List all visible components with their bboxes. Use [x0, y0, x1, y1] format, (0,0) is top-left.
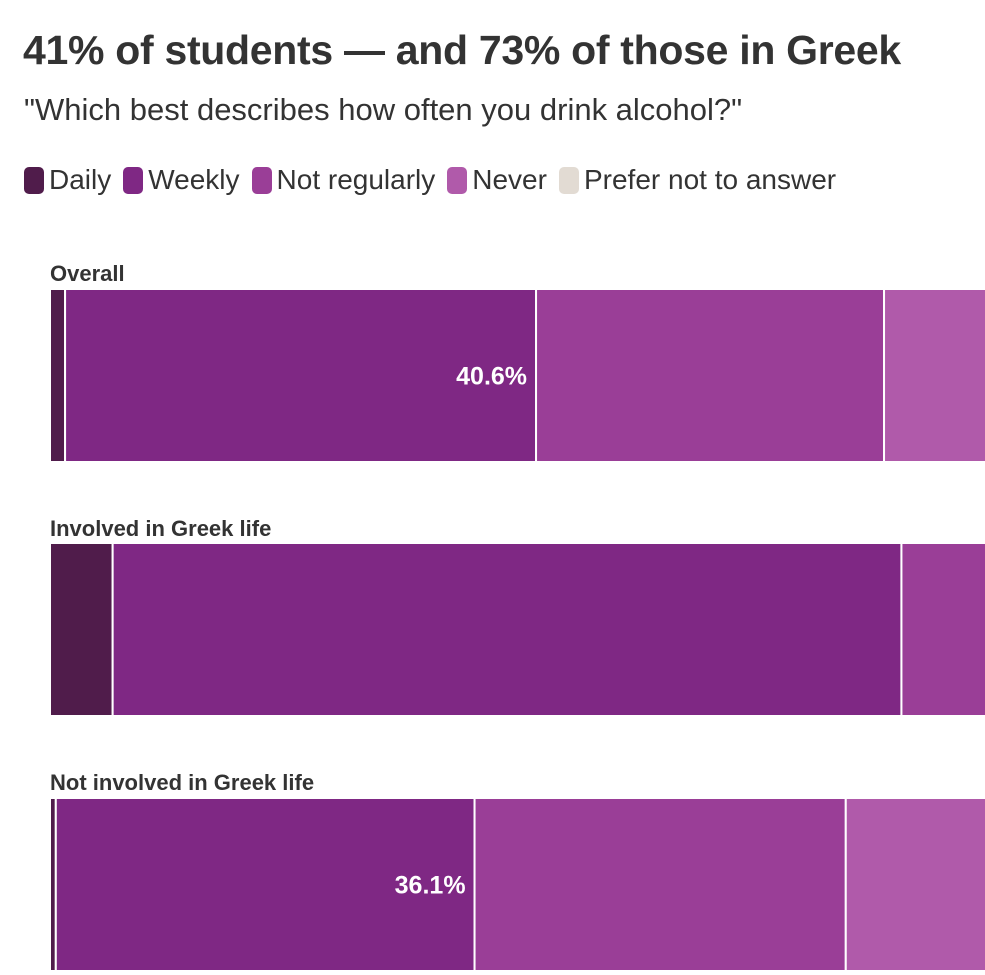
- legend: Daily Weekly Not regularly Never Prefer …: [24, 160, 848, 200]
- legend-swatch-never: [447, 166, 468, 194]
- legend-swatch-weekly: [123, 166, 144, 194]
- row-label: Not involved in Greek life: [50, 770, 314, 795]
- chart-title: 41% of students — and 73% of those in Gr…: [23, 27, 901, 73]
- bar-segment-not-regularly[interactable]: [535, 288, 886, 463]
- legend-item-never: Never: [447, 160, 547, 200]
- bar-segment-weekly[interactable]: [64, 288, 538, 463]
- row-label: Overall: [50, 261, 125, 286]
- legend-item-not-regularly: Not regularly: [251, 160, 436, 200]
- bar-segment-not-regularly[interactable]: [900, 542, 985, 717]
- legend-item-weekly: Weekly: [123, 160, 240, 200]
- legend-item-prefer-not-to-answer: Prefer not to answer: [558, 160, 837, 200]
- data-label: 40.6%: [456, 363, 527, 391]
- legend-label-never: Never: [472, 164, 547, 195]
- bar-segment-daily[interactable]: [49, 542, 114, 717]
- bar-segment-weekly[interactable]: [111, 542, 903, 717]
- legend-label-prefer-not-to-answer: Prefer not to answer: [583, 164, 837, 195]
- bar-segment-never[interactable]: [883, 288, 985, 463]
- legend-swatch-daily: [24, 166, 44, 194]
- row-label: Involved in Greek life: [50, 516, 271, 541]
- bar-segment-never[interactable]: [844, 797, 985, 972]
- legend-label-daily: Daily: [49, 164, 112, 195]
- legend-label-weekly: Weekly: [148, 164, 240, 195]
- legend-item-daily: Daily: [24, 160, 111, 200]
- legend-swatch-prefer-not-to-answer: [558, 166, 579, 194]
- legend-label-not-regularly: Not regularly: [276, 164, 436, 195]
- data-label: 36.1%: [395, 872, 466, 900]
- legend-swatch-not-regularly: [251, 166, 272, 194]
- chart-subtitle: "Which best describes how often you drin…: [24, 92, 743, 127]
- bar-segment-daily[interactable]: [49, 288, 67, 463]
- bar-segment-not-regularly[interactable]: [473, 797, 847, 972]
